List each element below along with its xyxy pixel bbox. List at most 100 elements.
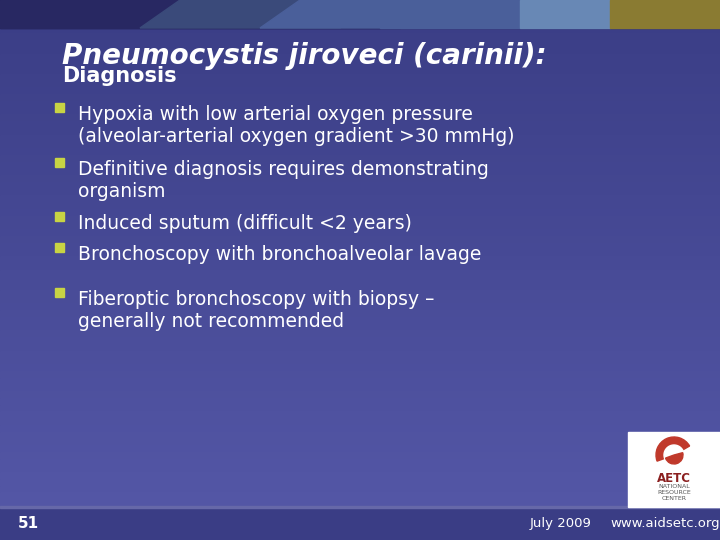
Polygon shape	[260, 0, 500, 28]
Bar	[0, 391, 720, 399]
Bar	[0, 80, 720, 87]
Bar	[628, 432, 720, 507]
Bar	[610, 0, 720, 28]
Circle shape	[664, 445, 684, 465]
Bar	[0, 303, 720, 310]
Bar	[0, 269, 720, 276]
Bar	[0, 222, 720, 230]
Bar	[0, 134, 720, 141]
Bar	[0, 168, 720, 176]
Wedge shape	[656, 437, 690, 461]
Bar	[0, 20, 720, 27]
Bar	[520, 0, 610, 28]
Bar	[0, 0, 720, 28]
Bar	[0, 276, 720, 284]
Bar	[0, 507, 720, 540]
Text: July 2009: July 2009	[530, 517, 592, 530]
Bar	[0, 0, 720, 6]
Bar	[0, 384, 720, 391]
Bar	[0, 371, 720, 378]
Text: Fiberoptic bronchoscopy with biopsy –: Fiberoptic bronchoscopy with biopsy –	[78, 290, 434, 309]
Text: (alveolar-arterial oxygen gradient >30 mmHg): (alveolar-arterial oxygen gradient >30 m…	[78, 127, 515, 146]
Bar	[0, 242, 720, 249]
Bar	[0, 202, 720, 209]
Bar	[0, 87, 720, 94]
Bar	[0, 290, 720, 297]
Bar	[0, 141, 720, 149]
Text: Induced sputum (difficult <2 years): Induced sputum (difficult <2 years)	[78, 214, 412, 233]
Bar	[0, 398, 720, 405]
Bar	[0, 148, 720, 156]
Bar	[0, 0, 400, 28]
Bar	[0, 458, 720, 465]
Bar	[0, 53, 720, 60]
Bar	[55, 243, 64, 252]
Bar	[0, 26, 720, 33]
Bar	[0, 519, 720, 526]
Bar	[0, 107, 720, 115]
Bar	[0, 506, 720, 513]
Bar	[0, 452, 720, 459]
Bar	[0, 6, 720, 14]
Bar	[0, 479, 720, 486]
Bar	[0, 182, 720, 189]
Bar	[0, 60, 720, 68]
Bar	[0, 533, 720, 540]
Bar	[0, 506, 720, 508]
Text: NATIONAL: NATIONAL	[658, 483, 690, 489]
Bar	[0, 249, 720, 256]
Text: 51: 51	[18, 516, 39, 531]
Bar	[0, 94, 720, 102]
Bar	[0, 256, 720, 263]
Bar	[0, 188, 720, 195]
Bar	[0, 209, 720, 216]
Bar	[0, 330, 720, 338]
Bar	[0, 499, 720, 507]
Bar	[0, 47, 720, 54]
Bar	[0, 344, 720, 351]
Bar	[0, 67, 720, 74]
Bar	[0, 74, 720, 81]
Text: Pneumocystis jiroveci (carinii):: Pneumocystis jiroveci (carinii):	[62, 42, 546, 70]
Bar	[0, 263, 720, 270]
Bar	[0, 33, 720, 40]
Text: generally not recommended: generally not recommended	[78, 312, 344, 331]
Bar	[0, 195, 720, 202]
Bar	[0, 364, 720, 372]
Text: Definitive diagnosis requires demonstrating: Definitive diagnosis requires demonstrat…	[78, 160, 489, 179]
Bar	[0, 236, 720, 243]
Text: AETC: AETC	[657, 471, 691, 484]
Bar	[0, 485, 720, 492]
Bar	[0, 425, 720, 432]
Wedge shape	[658, 449, 692, 473]
Text: www.aidsetc.org: www.aidsetc.org	[610, 517, 719, 530]
Text: Hypoxia with low arterial oxygen pressure: Hypoxia with low arterial oxygen pressur…	[78, 105, 473, 124]
Bar	[0, 101, 720, 108]
Bar	[0, 492, 720, 500]
Bar	[0, 161, 720, 168]
Bar	[0, 357, 720, 364]
Bar	[0, 438, 720, 445]
Bar	[0, 121, 720, 128]
Bar	[0, 323, 720, 330]
Text: Diagnosis: Diagnosis	[62, 66, 176, 86]
Bar	[380, 0, 520, 28]
Bar	[0, 13, 720, 20]
Bar	[0, 472, 720, 480]
Bar	[0, 411, 720, 418]
Bar	[0, 283, 720, 291]
Bar	[55, 158, 64, 167]
Bar	[0, 114, 720, 122]
Bar	[0, 310, 720, 317]
Bar	[0, 317, 720, 324]
Bar	[0, 418, 720, 426]
Bar	[0, 155, 720, 162]
Bar	[0, 526, 720, 534]
Text: Bronchoscopy with bronchoalveolar lavage: Bronchoscopy with bronchoalveolar lavage	[78, 245, 482, 264]
Bar	[0, 337, 720, 345]
Bar	[0, 431, 720, 438]
Wedge shape	[665, 453, 683, 464]
Bar	[0, 404, 720, 411]
Bar	[0, 229, 720, 237]
Bar	[0, 445, 720, 453]
